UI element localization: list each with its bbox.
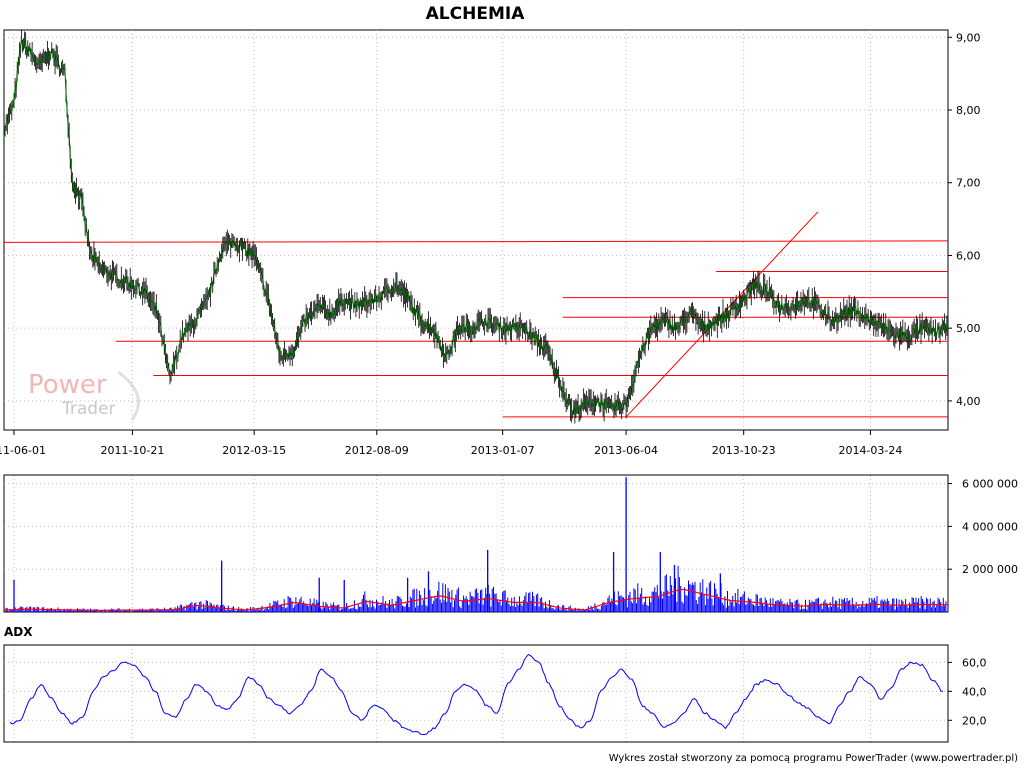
adx-y-tick-label: 40,0 xyxy=(962,685,987,698)
adx-panel: 60,0 40,0 20,0 xyxy=(3,644,987,743)
price-x-tick-label: 2011-06-01 xyxy=(0,444,46,457)
price-panel: 9,00 8,00 7,00 6,00 5,00 4,00 2011-06-01 2011-1… xyxy=(0,29,981,742)
adx-panel-label: ADX xyxy=(4,625,33,639)
volume-y-tick-label: 4 000 000 xyxy=(962,520,1018,533)
price-x-tick-label: 2013-06-04 xyxy=(594,444,658,457)
adx-y-tick-label: 20,0 xyxy=(962,714,987,727)
price-x-tick-label: 2012-03-15 xyxy=(222,444,286,457)
footer-credit: Wykres został stworzony za pomocą progra… xyxy=(609,753,1018,764)
logo-word-power: Power xyxy=(28,370,107,400)
price-y-tick-label: 7,00 xyxy=(956,177,981,190)
price-y-tick-label: 8,00 xyxy=(956,104,981,117)
price-series-line xyxy=(3,36,949,415)
volume-bars xyxy=(5,565,947,612)
volume-y-tick-label: 2 000 000 xyxy=(962,563,1018,576)
chart-title: ALCHEMIA xyxy=(426,4,526,24)
price-plot-frame xyxy=(3,29,949,431)
adx-y-tick-label: 60,0 xyxy=(962,656,987,669)
price-hilo-bars xyxy=(3,30,948,424)
price-y-tick-label: 6,00 xyxy=(956,249,981,262)
price-x-tick-label: 2014-03-24 xyxy=(838,444,902,457)
price-y-tick-label: 5,00 xyxy=(956,322,981,335)
adx-plot-frame xyxy=(3,644,949,743)
logo-word-trader: Trader xyxy=(61,399,116,419)
adx-line xyxy=(9,653,944,736)
price-x-tick-label: 2013-10-23 xyxy=(712,444,776,457)
price-x-tick-label: 2011-10-21 xyxy=(100,444,164,457)
price-x-tick-label: 2012-08-09 xyxy=(345,444,409,457)
volume-average-line xyxy=(3,588,949,612)
volume-y-tick-label: 6 000 000 xyxy=(962,478,1018,491)
volume-plot-frame xyxy=(3,474,949,613)
price-x-tick-label: 2013-01-07 xyxy=(471,444,535,457)
powertrader-logo: Power Trader xyxy=(28,370,140,421)
price-y-tick-label: 9,00 xyxy=(956,31,981,44)
volume-panel: 6 000 000 4 000 000 2 000 000 xyxy=(3,474,1018,613)
price-y-tick-label: 4,00 xyxy=(956,395,981,408)
trend-line xyxy=(3,240,949,243)
